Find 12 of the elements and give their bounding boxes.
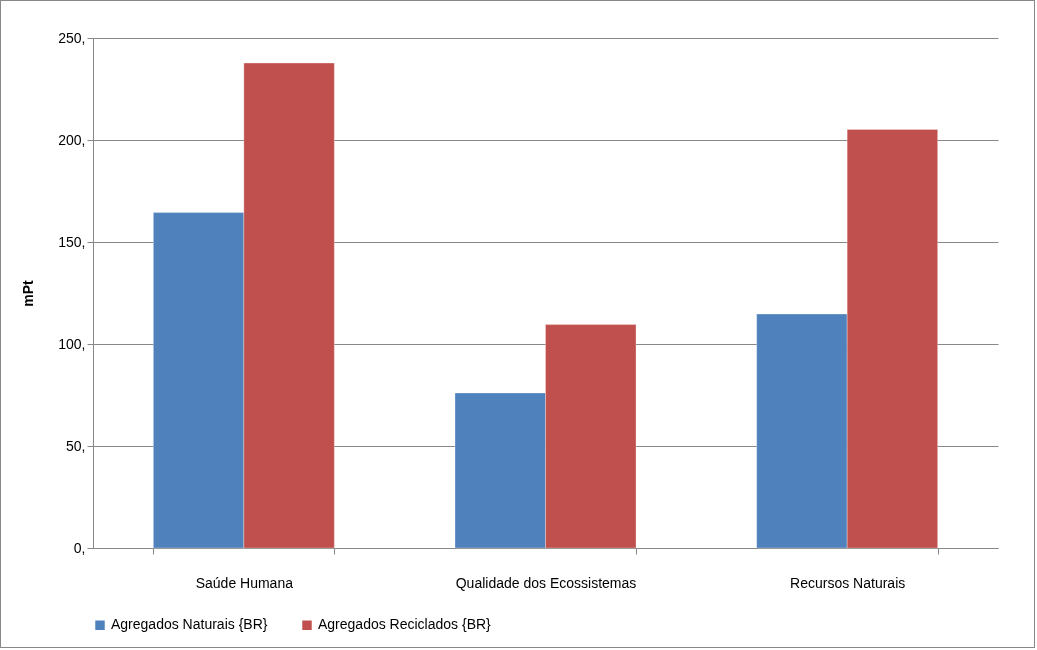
y-tick-label: 150, (58, 233, 86, 250)
y-tick-label: 200, (58, 131, 86, 148)
y-tick-label: 100, (58, 335, 86, 352)
y-tick-label: 0, (73, 539, 86, 556)
y-tick-label: 50, (66, 437, 86, 454)
legend-label: Agregados Naturais {BR} (111, 616, 268, 633)
x-tick-label: Saúde Humana (195, 574, 294, 591)
y-axis-title: mPt (20, 279, 37, 307)
y-tick-label: 250, (58, 29, 86, 46)
x-tick-label: Recursos Naturais (790, 574, 906, 591)
legend-label: Agregados Reciclados {BR} (318, 616, 492, 633)
x-tick-label: Qualidade dos Ecossistemas (455, 574, 637, 591)
